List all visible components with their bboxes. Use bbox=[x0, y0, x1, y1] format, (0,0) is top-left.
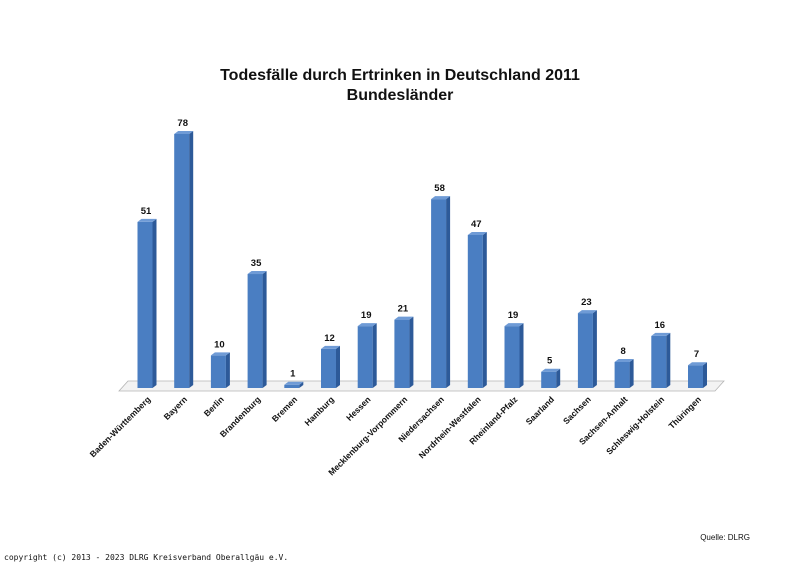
bar-side-5 bbox=[336, 345, 340, 388]
chart-title: Todesfälle durch Ertrinken in Deutschlan… bbox=[220, 67, 580, 84]
category-label-11: Saarland bbox=[524, 394, 556, 426]
bar-side-3 bbox=[262, 271, 267, 388]
category-label-6: Hessen bbox=[344, 394, 372, 422]
category-label-9: Nordrhein-Westfalen bbox=[417, 394, 483, 460]
bar-top-9 bbox=[467, 231, 487, 235]
value-label-12: 23 bbox=[581, 297, 592, 308]
category-label-2: Berlin bbox=[202, 394, 226, 418]
value-label-6: 19 bbox=[361, 310, 372, 321]
value-label-7: 21 bbox=[398, 304, 409, 315]
chart-floor bbox=[118, 380, 725, 392]
bar-top-12 bbox=[577, 310, 597, 314]
bar-top-0 bbox=[137, 218, 157, 222]
bar-4 bbox=[284, 384, 300, 388]
value-label-3: 35 bbox=[251, 258, 262, 269]
bar-11 bbox=[541, 371, 557, 388]
value-label-14: 16 bbox=[655, 320, 666, 331]
value-label-15: 7 bbox=[694, 349, 699, 360]
bar-top-2 bbox=[210, 352, 230, 356]
value-label-11: 5 bbox=[547, 356, 553, 367]
category-label-12: Sachsen bbox=[561, 394, 593, 426]
bar-top-3 bbox=[247, 271, 267, 275]
bar-10 bbox=[504, 326, 520, 388]
bar-side-0 bbox=[152, 218, 157, 388]
bar-15 bbox=[688, 365, 703, 388]
bar-13 bbox=[614, 361, 630, 388]
copyright-notice: copyright (c) 2013 - 2023 DLRG Kreisverb… bbox=[4, 553, 289, 562]
bar-1 bbox=[174, 134, 190, 388]
bar-7 bbox=[394, 319, 410, 388]
bar-side-9 bbox=[482, 231, 487, 388]
bar-top-4 bbox=[284, 381, 304, 385]
bar-2 bbox=[210, 355, 226, 388]
bar-14 bbox=[651, 335, 667, 388]
bar-side-14 bbox=[666, 332, 671, 388]
value-label-5: 12 bbox=[324, 333, 335, 344]
value-label-2: 10 bbox=[214, 339, 225, 350]
category-label-1: Bayern bbox=[162, 394, 189, 421]
category-label-5: Hamburg bbox=[302, 394, 335, 427]
bar-top-15 bbox=[688, 362, 707, 366]
category-label-15: Thüringen bbox=[666, 394, 702, 430]
bar-5 bbox=[321, 348, 336, 388]
bar-top-10 bbox=[504, 323, 524, 327]
bar-side-6 bbox=[372, 323, 377, 388]
bar-top-11 bbox=[541, 368, 561, 372]
bar-12 bbox=[577, 313, 593, 388]
source-note: Quelle: DLRG bbox=[700, 533, 750, 542]
bar-side-7 bbox=[409, 316, 414, 388]
value-label-13: 8 bbox=[620, 346, 625, 357]
value-label-9: 47 bbox=[471, 219, 482, 230]
chart-subtitle: Bundesländer bbox=[347, 87, 454, 104]
bar-0 bbox=[137, 221, 153, 388]
bar-9 bbox=[467, 234, 483, 388]
bar-top-5 bbox=[321, 345, 340, 349]
bar-side-13 bbox=[629, 358, 634, 388]
bar-side-8 bbox=[446, 196, 451, 388]
bar-side-11 bbox=[556, 368, 561, 388]
bar-side-15 bbox=[703, 362, 707, 388]
bars-layer: 51Baden-Württemberg78Bayern10Berlin35Bra… bbox=[88, 118, 707, 477]
bar-top-13 bbox=[614, 358, 634, 362]
value-label-1: 78 bbox=[177, 118, 188, 129]
bar-side-12 bbox=[592, 310, 597, 388]
category-label-4: Bremen bbox=[270, 394, 299, 423]
value-label-4: 1 bbox=[290, 369, 296, 380]
category-label-0: Baden-Württemberg bbox=[88, 394, 153, 459]
bar-top-14 bbox=[651, 332, 671, 336]
bar-top-1 bbox=[174, 131, 194, 134]
bar-3 bbox=[247, 274, 263, 388]
bar-side-1 bbox=[189, 131, 194, 388]
bar-top-6 bbox=[357, 323, 377, 327]
value-label-0: 51 bbox=[141, 206, 152, 217]
value-label-8: 58 bbox=[434, 183, 445, 194]
bar-side-2 bbox=[225, 352, 230, 388]
bar-side-10 bbox=[519, 323, 524, 388]
bar-top-7 bbox=[394, 316, 414, 320]
value-label-10: 19 bbox=[508, 310, 519, 321]
bar-top-8 bbox=[431, 196, 451, 200]
bar-8 bbox=[431, 199, 447, 388]
bar-6 bbox=[357, 326, 373, 388]
bar-side-4 bbox=[299, 381, 304, 388]
